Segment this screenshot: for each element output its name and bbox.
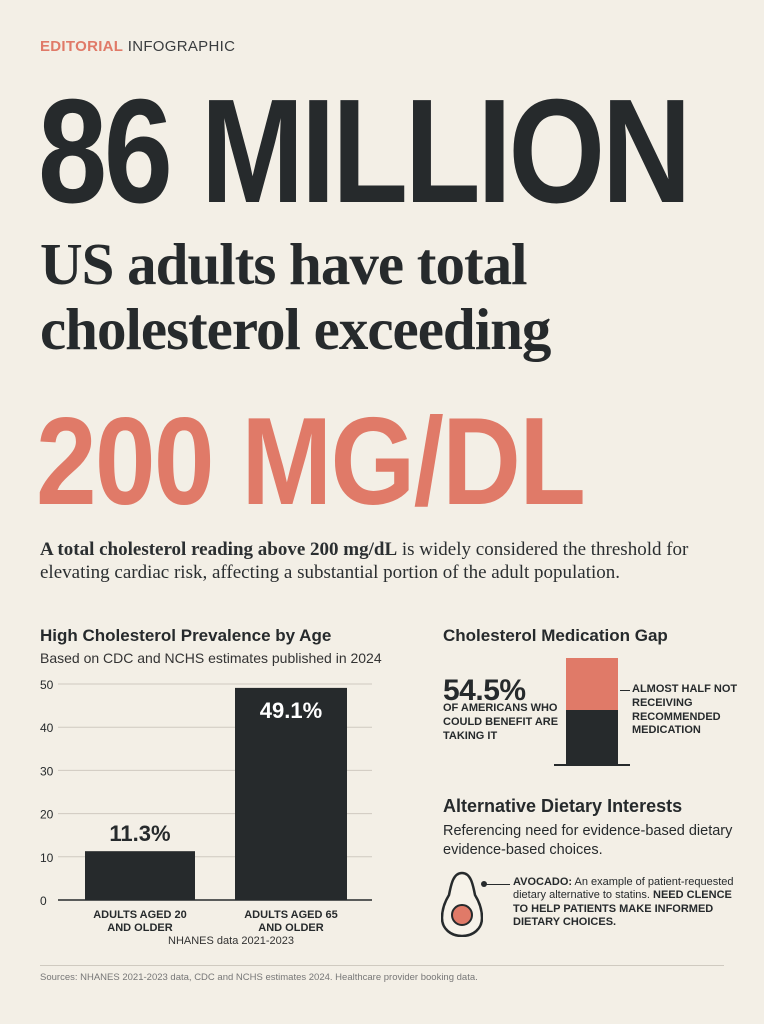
medication-gap-bar: [566, 658, 618, 764]
headline-line-1: US adults have total: [40, 231, 527, 297]
y-tick-label: 0: [40, 894, 47, 908]
bar-value-label: 11.3%: [109, 821, 170, 846]
gap-bar-not-receiving-segment: [566, 658, 618, 710]
x-category-label: AND OLDER: [107, 922, 172, 934]
avocado-text: An example of patient-requested dietary …: [513, 876, 734, 902]
kicker-accent: EDITORIAL: [40, 38, 124, 55]
y-tick-label: 20: [40, 808, 54, 822]
medication-gap-title: Cholesterol Medication Gap: [443, 626, 668, 645]
dietary-title: Alternative Dietary Interests: [443, 796, 683, 816]
footer-rule: [40, 965, 724, 966]
bar: [235, 687, 347, 900]
x-category-label: ADULTS AGED 20: [93, 909, 187, 921]
chart-title: High Cholesterol Prevalence by Age: [40, 626, 332, 645]
headline-line-2: cholesterol exceeding: [40, 295, 551, 362]
medication-gap-callout: ALMOST HALF NOT RECEIVING RECOMMENDED ME…: [632, 683, 738, 737]
avocado-callout-text: AVOCADO: An example of patient-requested…: [513, 876, 735, 930]
chart-subtitle: Based on CDC and NCHS estimates publishe…: [40, 650, 382, 666]
bar: [85, 851, 195, 900]
x-category-label: ADULTS AGED 65: [244, 909, 338, 921]
headline-big-number: 86 MILLION: [38, 69, 692, 234]
x-category-label: AND OLDER: [258, 922, 323, 934]
avocado-icon: [441, 871, 483, 937]
dietary-description: Referencing need for evidence-based diet…: [443, 823, 733, 858]
avocado-bold-text: NEED CLENCE TO HELP PATIENTS MAKE INFORM…: [513, 889, 732, 929]
y-tick-label: 50: [40, 678, 54, 692]
headline-threshold: 200 MG/DL: [36, 393, 586, 531]
kicker: EDITORIAL INFOGRAPHIC: [40, 38, 235, 55]
y-tick-label: 30: [40, 764, 54, 778]
headline-text: US adults have total cholesterol exceedi…: [40, 231, 551, 362]
intro-paragraph: A total cholesterol reading above 200 mg…: [40, 538, 730, 584]
gap-bar-taking-segment: [566, 710, 618, 764]
y-tick-label: 40: [40, 721, 54, 735]
intro-rest: is widely considered the threshold for e…: [40, 539, 689, 584]
avocado-callout-line: [484, 884, 510, 885]
gap-callout-line: [620, 690, 630, 691]
medication-gap-stat-label: OF AMERICANS WHO COULD BENEFIT ARE TAKIN…: [443, 702, 559, 742]
medication-gap-stat: 54.5%: [443, 674, 526, 707]
avocado-label: AVOCADO:: [513, 876, 573, 888]
kicker-rest: INFOGRAPHIC: [123, 38, 236, 55]
footer-sources: Sources: NHANES 2021-2023 data, CDC and …: [40, 972, 478, 983]
intro-bold: A total cholesterol reading above 200 mg…: [40, 539, 398, 560]
y-tick-label: 10: [40, 851, 54, 865]
chart-note: NHANES data 2021-2023: [168, 935, 294, 947]
gap-bar-baseline: [554, 764, 630, 766]
bar-value-label: 49.1%: [260, 698, 322, 723]
